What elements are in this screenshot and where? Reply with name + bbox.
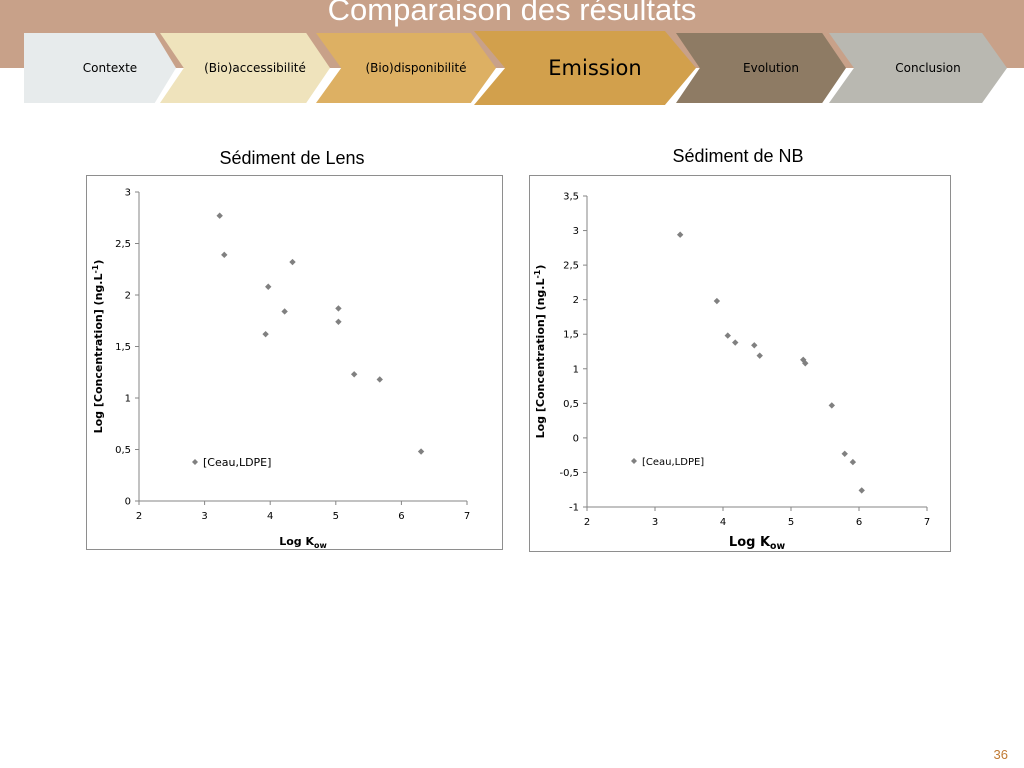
y-tick-label: 0,5 [115,445,131,456]
x-tick-label: 6 [856,517,862,528]
y-tick-label: -1 [569,503,579,514]
chart-title-lens: Sédiment de Lens [219,148,365,168]
y-tick-label: 1,5 [115,342,131,353]
y-tick-label: -0,5 [559,468,579,479]
data-point [335,305,342,312]
nav-step-label: (Bio)accessibilité [204,61,306,75]
data-point [262,330,269,338]
data-point [802,360,809,367]
x-tick-label: 3 [201,511,207,522]
nav-step-evolution[interactable]: Evolution [676,33,846,103]
legend-label: [Ceau,LDPE] [642,457,704,468]
chart-panel-nb: -1 -0,5 0 0,5 1 1,5 2 2,5 3 3,5 2 3 4 5 6 7 [Ceau,LDPE] L… [529,175,951,552]
nav-step-label: Conclusion [895,61,961,75]
data-point [724,332,731,339]
data-point [281,308,288,315]
y-axis-title: Log [Concentration] (ng.L-1) [533,265,547,439]
x-tick-label: 5 [333,511,339,522]
data-point [221,251,228,259]
nav-step-label: Emission [548,56,642,80]
x-axis-title: Log Kow [729,535,786,551]
y-tick-label: 1 [125,394,131,405]
data-point [676,231,684,238]
x-axis-title: Log Kow [279,535,327,549]
nav-step-emission[interactable]: Emission [474,31,696,105]
data-point [713,297,721,305]
y-tick-label: 3,5 [563,192,579,203]
slide-title: Comparaison des résultats [327,0,697,27]
y-tick-label: 1,5 [563,330,579,341]
nav-step-conclusion[interactable]: Conclusion [829,33,1007,103]
data-point [265,283,272,290]
x-tick-label: 4 [267,511,273,522]
nav-step-label: Contexte [82,61,138,75]
legend-label: [Ceau,LDPE] [203,456,271,469]
y-tick-label: 2 [125,291,131,302]
y-tick-label: 0 [573,433,579,444]
data-point [376,376,383,383]
nav-step-bio-disponibilit[interactable]: (Bio)disponibilité [316,33,496,103]
chart-panel-lens: 0 0,5 1 1,5 2 2,5 3 2 3 4 5 6 7 [Ceau,LDPE] Log [Conce… [86,175,503,550]
data-point [841,450,848,457]
x-tick-label: 7 [464,511,470,522]
y-tick-label: 2,5 [115,239,131,250]
y-tick-label: 2 [573,295,579,306]
x-tick-label: 2 [136,511,142,522]
x-tick-label: 4 [720,517,726,528]
x-tick-label: 6 [398,511,404,522]
y-tick-label: 0,5 [563,399,579,410]
nav-step-label: (Bio)disponibilité [365,61,467,75]
data-point [350,371,358,378]
nav-step-bio-accessibilit[interactable]: (Bio)accessibilité [160,33,330,103]
y-tick-label: 1 [573,364,579,375]
x-tick-label: 7 [924,517,930,528]
legend-marker [631,458,637,464]
legend-marker [192,459,198,465]
data-point [216,212,223,219]
y-axis-title: Log [Concentration] (ng.L-1) [91,260,105,434]
data-point [756,352,763,359]
x-tick-label: 3 [652,517,658,528]
nav-step-label: Evolution [743,61,799,75]
scatter-chart-lens: 0 0,5 1 1,5 2 2,5 3 2 3 4 5 6 7 [Ceau,LDPE] Log [Conce… [91,188,470,551]
data-point [751,342,758,349]
scatter-chart-nb: -1 -0,5 0 0,5 1 1,5 2 2,5 3 3,5 2 3 4 5 6 7 [Ceau,LDPE] L… [533,192,930,553]
y-tick-label: 3 [125,188,131,199]
data-point [335,318,342,325]
x-tick-label: 2 [584,517,590,528]
data-point [828,402,835,409]
y-tick-label: 2,5 [563,261,579,272]
data-point [289,258,296,266]
data-point [858,487,865,494]
data-point [417,448,425,455]
page-number: 36 [993,747,1008,762]
chart-title-nb: Sédiment de NB [672,146,804,166]
data-point [732,339,739,346]
x-tick-label: 5 [788,517,794,528]
nav-step-contexte[interactable]: Contexte [24,33,176,103]
y-tick-label: 3 [573,226,579,237]
y-tick-label: 0 [125,497,131,508]
data-point [849,458,857,466]
data-point [800,356,807,363]
